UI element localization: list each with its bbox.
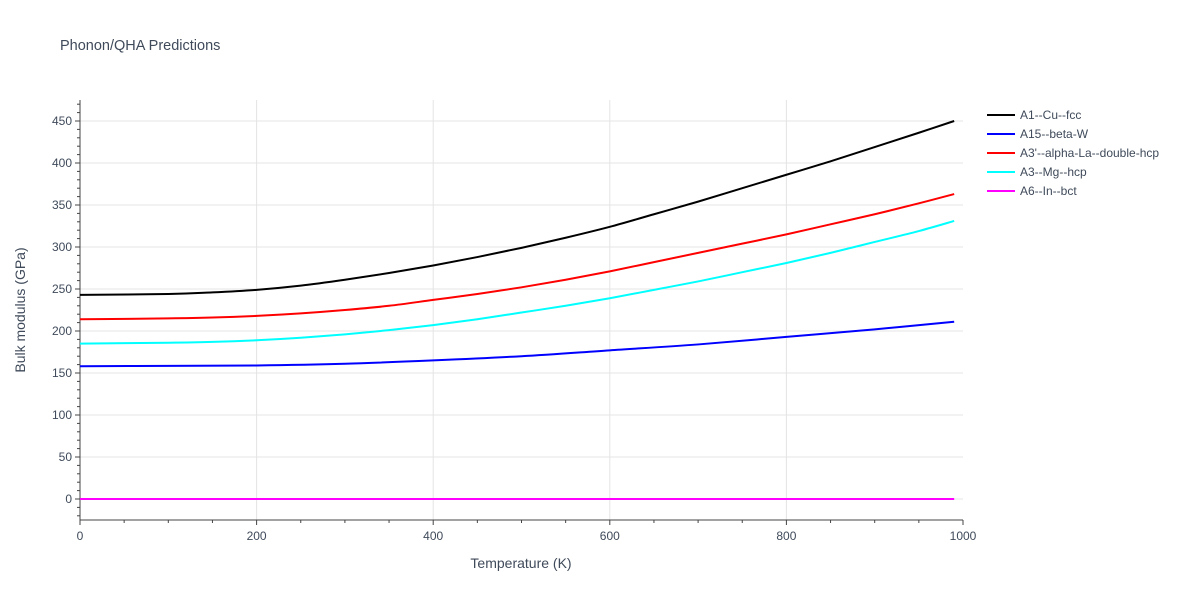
legend-label: A15--beta-W — [1020, 127, 1089, 141]
series-line-a1-cu-fcc — [79, 120, 955, 296]
y-tick-label: 300 — [52, 240, 72, 254]
y-tick-label: 350 — [52, 198, 72, 212]
axes: 0 50 100 150 200 250 300 350 400 450 0 200 400 600 800… — [52, 100, 977, 543]
x-tick-label: 800 — [776, 529, 796, 543]
legend-label: A1--Cu--fcc — [1020, 108, 1081, 122]
legend-item-a6-in-bct[interactable]: A6--In--bct — [987, 184, 1077, 198]
y-tick-label: 250 — [52, 282, 72, 296]
chart-title: Phonon/QHA Predictions — [60, 38, 220, 54]
legend-label: A6--In--bct — [1020, 184, 1077, 198]
y-tick-label: 450 — [52, 114, 72, 128]
legend-label: A3--Mg--hcp — [1020, 165, 1087, 179]
grid — [80, 100, 963, 520]
x-tick-label: 0 — [77, 529, 84, 543]
y-tick-label: 400 — [52, 156, 72, 170]
series-line-a3-alpha-la-double-hcp — [79, 193, 955, 321]
y-tick-label: 50 — [59, 450, 73, 464]
legend[interactable]: A1--Cu--fcc A15--beta-W A3'--alpha-La--dou… — [987, 108, 1159, 198]
y-tick-label: 200 — [52, 324, 72, 338]
x-axis-title: Temperature (K) — [470, 555, 571, 571]
y-axis-title: Bulk modulus (GPa) — [12, 247, 28, 372]
y-tick-label: 150 — [52, 366, 72, 380]
legend-item-a15-beta-w[interactable]: A15--beta-W — [987, 127, 1089, 141]
series-line-a3-mg-hcp — [79, 219, 955, 345]
y-tick-label: 100 — [52, 408, 72, 422]
x-tick-label: 1000 — [950, 529, 977, 543]
x-tick-label: 200 — [247, 529, 267, 543]
legend-item-a3-mg-hcp[interactable]: A3--Mg--hcp — [987, 165, 1087, 179]
series-line-a15-beta-w — [79, 320, 955, 368]
x-tick-label: 600 — [600, 529, 620, 543]
x-tick-label: 400 — [423, 529, 443, 543]
legend-item-a1-cu-fcc[interactable]: A1--Cu--fcc — [987, 108, 1081, 122]
legend-item-a3-alpha-la-double-hcp[interactable]: A3'--alpha-La--double-hcp — [987, 146, 1159, 160]
series-lines — [79, 120, 955, 500]
legend-label: A3'--alpha-La--double-hcp — [1020, 146, 1159, 160]
y-tick-label: 0 — [65, 492, 72, 506]
